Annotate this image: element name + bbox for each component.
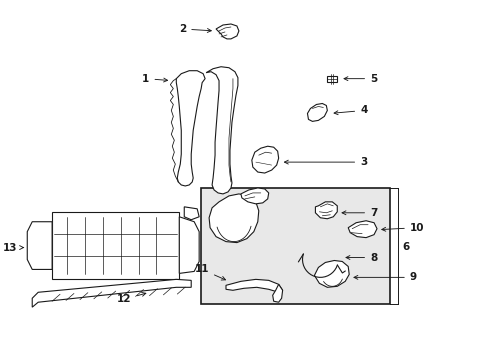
Polygon shape [307,103,326,121]
Polygon shape [326,76,337,82]
Text: 11: 11 [194,265,225,280]
Text: 9: 9 [353,273,416,282]
Bar [201,188,389,304]
Text: 7: 7 [341,208,377,218]
Text: 12: 12 [117,292,145,304]
Polygon shape [225,279,282,292]
Polygon shape [184,207,199,220]
Text: 10: 10 [381,223,424,233]
Polygon shape [176,71,204,186]
Polygon shape [315,202,337,219]
Polygon shape [251,146,278,173]
Polygon shape [272,284,282,302]
Text: 5: 5 [344,74,377,84]
Polygon shape [179,217,199,273]
Polygon shape [52,212,179,279]
Text: 3: 3 [284,157,366,167]
Text: 6: 6 [402,242,409,252]
Polygon shape [32,279,191,307]
Text: 1: 1 [142,74,167,84]
Polygon shape [347,221,376,238]
Text: 13: 13 [3,243,23,253]
Polygon shape [209,194,258,243]
Text: 2: 2 [179,24,211,34]
Polygon shape [216,24,239,39]
Polygon shape [314,261,348,287]
Text: 4: 4 [333,105,367,116]
Polygon shape [27,222,52,269]
Polygon shape [206,67,238,194]
Text: 8: 8 [346,252,377,262]
Polygon shape [241,188,268,204]
